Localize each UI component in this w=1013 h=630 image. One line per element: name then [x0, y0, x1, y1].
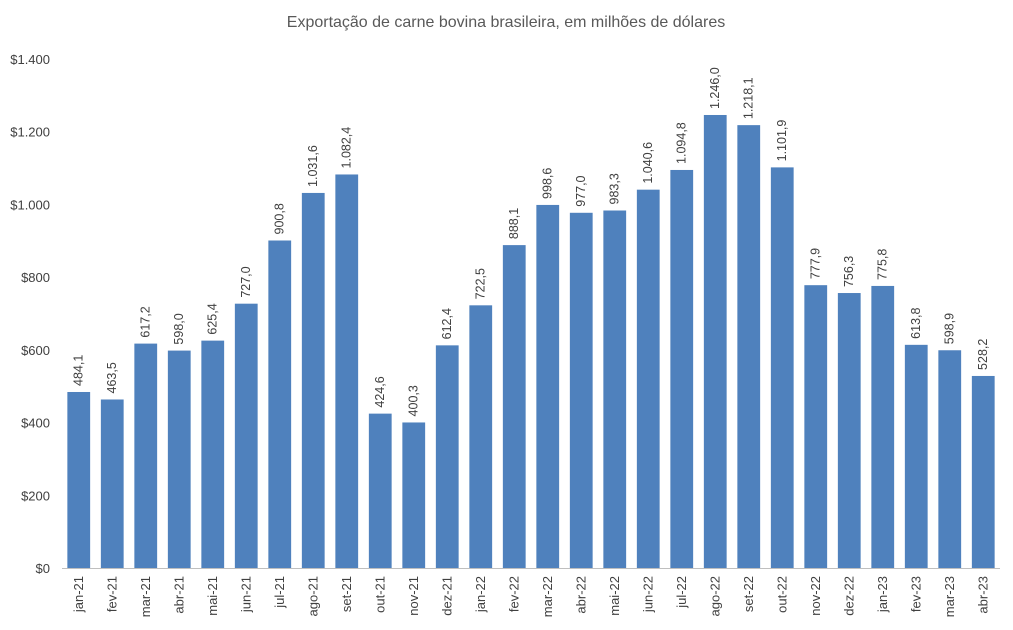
x-tick-label: jul-21: [272, 576, 287, 609]
x-tick-label: abr-21: [171, 576, 186, 614]
data-label: 775,8: [876, 249, 890, 280]
y-tick-label: $200: [21, 488, 50, 503]
bar: [268, 240, 292, 568]
y-tick-label: $600: [21, 343, 50, 358]
x-tick-label: dez-21: [439, 576, 454, 616]
x-tick-label: set-21: [339, 576, 354, 612]
y-axis: $0 $200 $400 $600 $800 $1.000 $1.200 $1.400: [10, 52, 50, 576]
x-tick-label: nov-21: [406, 576, 421, 616]
data-label: 1.218,1: [742, 77, 756, 119]
bar: [100, 399, 124, 568]
bar: [938, 350, 962, 568]
data-labels-group: 484,1 463,5 617,2 598,0 625,4 727,0 900,8 1.031…: [72, 67, 991, 416]
y-tick-label: $1.000: [10, 197, 50, 212]
data-label: 625,4: [206, 303, 220, 334]
x-tick-label: abr-23: [975, 576, 990, 614]
x-tick-label: out-21: [372, 576, 387, 613]
bar: [871, 285, 895, 568]
x-tick-label: jan-22: [473, 576, 488, 613]
x-tick-label: fev-21: [104, 576, 119, 612]
data-label: 888,1: [507, 208, 521, 239]
x-axis: jan-21 fev-21 mar-21 abr-21 mai-21 jun-21 jul-…: [71, 576, 991, 617]
bar: [301, 192, 325, 569]
data-label: 484,1: [72, 355, 86, 386]
data-label: 722,5: [474, 268, 488, 299]
bar: [904, 344, 928, 568]
data-label: 424,6: [373, 376, 387, 407]
data-label: 777,9: [809, 248, 823, 279]
bar: [569, 212, 593, 568]
x-tick-label: mai-21: [205, 576, 220, 616]
x-tick-label: jun-21: [238, 576, 253, 613]
y-tick-label: $800: [21, 270, 50, 285]
x-tick-label: nov-22: [808, 576, 823, 616]
data-label: 1.101,9: [775, 120, 789, 162]
data-label: 998,6: [541, 168, 555, 199]
bars-group: [67, 114, 995, 569]
x-tick-label: abr-22: [573, 576, 588, 614]
data-label: 612,4: [440, 308, 454, 339]
x-tick-label: jan-23: [875, 576, 890, 613]
y-tick-label: $0: [36, 561, 50, 576]
data-label: 1.094,8: [675, 122, 689, 164]
data-label: 977,0: [574, 175, 588, 206]
data-label: 1.082,4: [340, 127, 354, 169]
x-tick-label: fev-22: [506, 576, 521, 612]
bar: [201, 340, 225, 568]
data-label: 1.246,0: [708, 67, 722, 109]
data-label: 1.031,6: [306, 145, 320, 187]
data-label: 463,5: [105, 362, 119, 393]
bar: [368, 413, 392, 568]
chart-title: Exportação de carne bovina brasileira, e…: [287, 14, 725, 31]
data-label: 598,9: [943, 313, 957, 344]
bar: [770, 167, 794, 568]
x-tick-label: fev-23: [908, 576, 923, 612]
x-tick-label: ago-22: [707, 576, 722, 616]
data-label: 617,2: [139, 306, 153, 337]
y-tick-label: $1.200: [10, 125, 50, 140]
y-tick-label: $1.400: [10, 52, 50, 67]
x-tick-label: jun-22: [640, 576, 655, 613]
data-label: 983,3: [608, 173, 622, 204]
data-label: 400,3: [407, 385, 421, 416]
x-tick-label: dez-22: [841, 576, 856, 616]
bar: [837, 293, 861, 568]
x-tick-label: mai-22: [607, 576, 622, 616]
bar: [134, 343, 158, 568]
bar: [469, 305, 493, 568]
x-tick-label: mar-22: [540, 576, 555, 617]
bar: [67, 391, 91, 568]
bar: [335, 174, 359, 569]
x-tick-label: mar-21: [138, 576, 153, 617]
bar: [737, 125, 761, 569]
data-label: 613,8: [909, 308, 923, 339]
x-tick-label: mar-23: [942, 576, 957, 617]
bar: [971, 375, 995, 568]
bar: [402, 422, 426, 568]
bar: [636, 189, 660, 568]
data-label: 1.040,6: [641, 142, 655, 184]
data-label: 727,0: [239, 266, 253, 297]
data-label: 528,2: [976, 339, 990, 370]
bar: [234, 303, 258, 568]
bar: [435, 345, 459, 568]
x-tick-label: jul-22: [674, 576, 689, 609]
x-tick-label: set-22: [741, 576, 756, 612]
bar: [703, 114, 727, 569]
x-tick-label: jan-21: [71, 576, 86, 613]
bar: [502, 245, 526, 568]
bar: [167, 350, 191, 568]
x-tick-label: out-22: [774, 576, 789, 613]
data-label: 900,8: [273, 203, 287, 234]
data-label: 598,0: [172, 313, 186, 344]
y-tick-label: $400: [21, 416, 50, 431]
bar: [536, 204, 560, 569]
bar: [603, 210, 627, 568]
bar: [804, 285, 828, 568]
data-label: 756,3: [842, 256, 856, 287]
bar: [670, 169, 694, 568]
x-tick-label: ago-21: [305, 576, 320, 616]
